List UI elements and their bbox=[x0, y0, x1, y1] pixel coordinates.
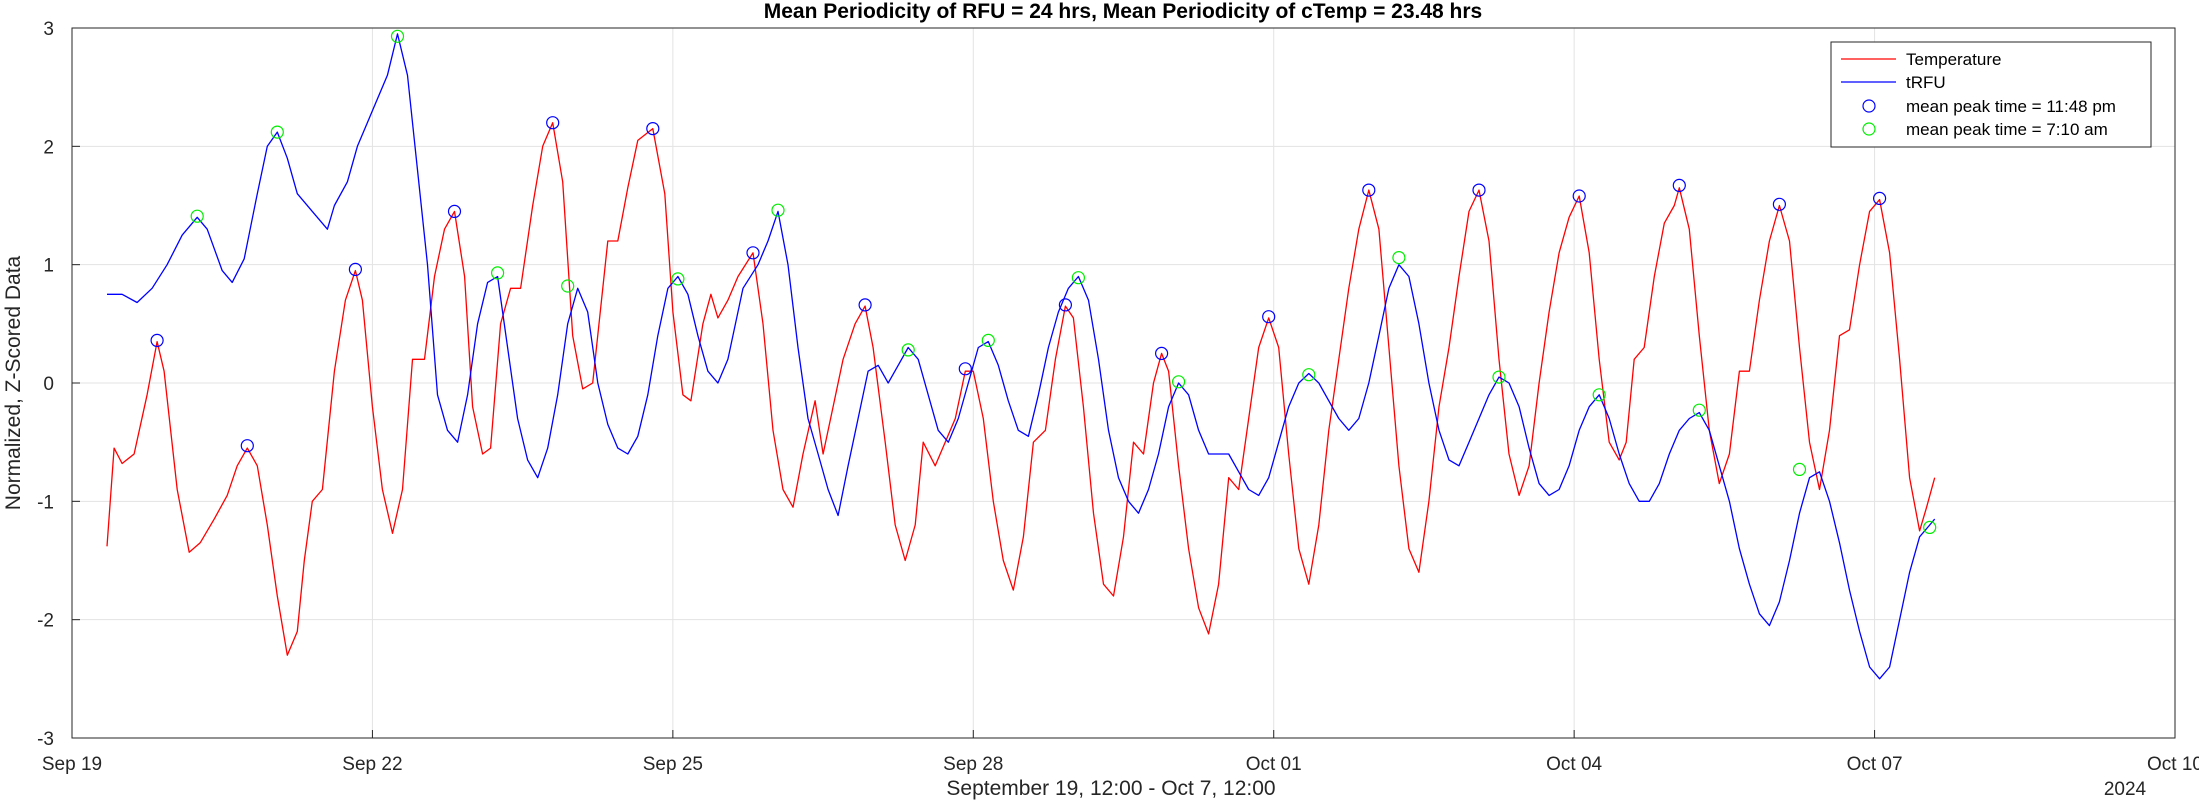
blue-peak-marker bbox=[858, 298, 872, 312]
green-peak-marker bbox=[491, 266, 505, 280]
blue-peak-marker bbox=[746, 246, 760, 260]
green-peak-marker bbox=[390, 29, 405, 43]
blue-peak-marker bbox=[348, 262, 362, 276]
axis-ticks: Sep 19 Sep 22 Sep 25 Sep 28 Oct 01 Oct 04 Oct … bbox=[37, 19, 2199, 775]
legend: Temperature tRFU mean peak time = 11:48 … bbox=[1830, 41, 2152, 148]
x-tick-label: Oct 01 bbox=[1246, 754, 1302, 775]
marker-layer bbox=[150, 29, 1937, 535]
blue-peak-marker bbox=[1772, 197, 1787, 211]
green-peak-marker bbox=[671, 272, 685, 286]
y-tick-label: -2 bbox=[37, 611, 54, 632]
green-peak-marker bbox=[1071, 271, 1086, 285]
blue-peak-marker bbox=[150, 333, 164, 347]
y-axis-label: Normalized, Z-Scored Data bbox=[2, 255, 25, 510]
green-peak-marker bbox=[270, 125, 284, 139]
blue-peak-marker bbox=[958, 362, 972, 376]
year-label: 2024 bbox=[2104, 779, 2147, 800]
x-axis-label: September 19, 12:00 - Oct 7, 12:00 bbox=[946, 777, 1275, 800]
legend-green-peak-label: mean peak time = 7:10 am bbox=[1906, 120, 2108, 139]
green-peak-marker bbox=[771, 203, 785, 217]
green-peak-marker bbox=[1171, 375, 1186, 389]
green-peak-marker bbox=[1692, 403, 1706, 417]
green-peak-marker bbox=[981, 333, 995, 347]
green-peak-marker bbox=[1592, 388, 1606, 402]
blue-peak-marker bbox=[546, 116, 560, 130]
series-line-trfu bbox=[107, 33, 1936, 680]
legend-green-peak-marker bbox=[1862, 122, 1876, 136]
y-tick-label: 0 bbox=[43, 374, 54, 395]
green-peak-marker bbox=[1302, 368, 1316, 382]
blue-peak-marker bbox=[646, 122, 660, 136]
blue-peak-marker bbox=[1262, 310, 1276, 324]
green-peak-marker bbox=[901, 343, 915, 357]
green-peak-marker bbox=[1492, 370, 1506, 384]
y-tick-label: 2 bbox=[43, 137, 54, 158]
x-tick-label: Sep 25 bbox=[643, 754, 703, 775]
green-peak-marker bbox=[1923, 520, 1937, 535]
x-tick-label: Sep 28 bbox=[943, 754, 1003, 775]
blue-peak-marker bbox=[1872, 191, 1887, 205]
x-tick-label: Sep 22 bbox=[342, 754, 402, 775]
legend-temperature-label: Temperature bbox=[1906, 50, 2001, 69]
y-tick-label: -3 bbox=[37, 729, 54, 750]
blue-peak-marker bbox=[1572, 189, 1586, 203]
series-line-temperature bbox=[106, 122, 1936, 656]
chart-title: Mean Periodicity of RFU = 24 hrs, Mean P… bbox=[764, 0, 1483, 23]
blue-peak-marker bbox=[1058, 298, 1073, 312]
x-tick-label: Oct 10 bbox=[2147, 754, 2199, 775]
green-peak-marker bbox=[1792, 462, 1807, 476]
blue-peak-marker bbox=[447, 204, 462, 218]
legend-blue-peak-marker bbox=[1862, 99, 1876, 113]
blue-peak-marker bbox=[1672, 178, 1686, 192]
green-peak-marker bbox=[190, 209, 204, 223]
green-peak-marker bbox=[1392, 251, 1406, 265]
blue-peak-marker bbox=[1472, 183, 1486, 197]
blue-peak-marker bbox=[1154, 346, 1169, 360]
y-tick-label: -1 bbox=[37, 492, 54, 513]
green-peak-marker bbox=[561, 279, 575, 293]
y-tick-label: 1 bbox=[43, 256, 54, 277]
x-tick-label: Sep 19 bbox=[42, 754, 102, 775]
x-tick-label: Oct 07 bbox=[1847, 754, 1903, 775]
blue-peak-marker bbox=[1362, 183, 1376, 197]
legend-trfu-label: tRFU bbox=[1906, 73, 1946, 92]
legend-blue-peak-label: mean peak time = 11:48 pm bbox=[1906, 97, 2116, 116]
y-tick-label: 3 bbox=[43, 19, 54, 40]
blue-peak-marker bbox=[240, 439, 254, 453]
x-tick-label: Oct 04 bbox=[1546, 754, 1602, 775]
series-layer bbox=[106, 33, 1936, 680]
